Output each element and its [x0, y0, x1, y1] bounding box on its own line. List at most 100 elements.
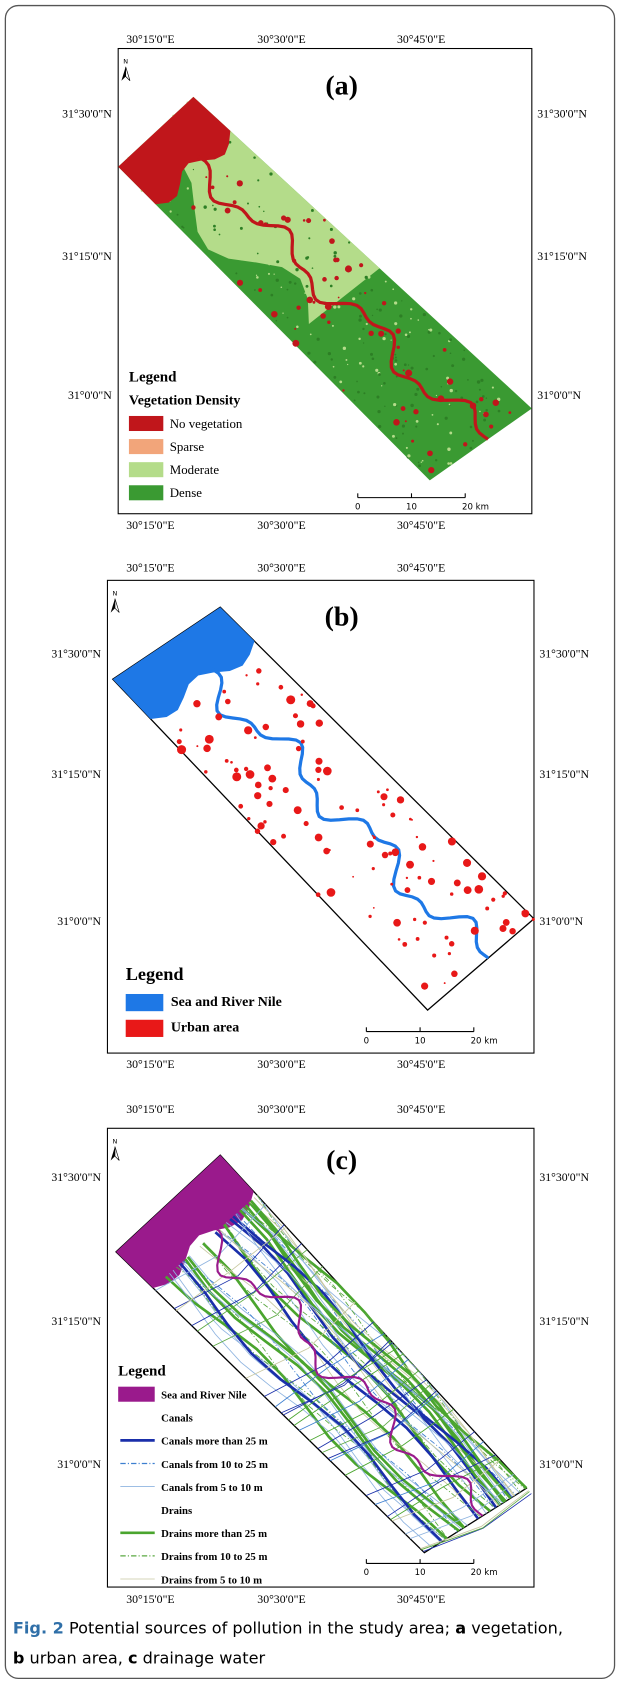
settlement	[421, 983, 428, 990]
settlement	[443, 348, 447, 352]
settlement	[225, 759, 229, 763]
texture	[256, 276, 259, 279]
texture	[177, 214, 179, 216]
settlement	[301, 694, 303, 696]
settlement	[269, 777, 274, 782]
texture	[416, 420, 419, 423]
texture	[450, 352, 452, 354]
settlement	[445, 936, 449, 940]
settlement	[246, 770, 255, 779]
latitude-label: 31°0'0"N	[57, 914, 101, 928]
settlement	[367, 841, 374, 848]
texture	[200, 213, 203, 216]
texture	[486, 397, 488, 399]
caption-figure: Fig. 2	[13, 1618, 64, 1637]
texture	[257, 253, 259, 255]
texture	[261, 165, 263, 167]
latitude-label: 31°30'0"N	[539, 1170, 589, 1184]
settlement	[244, 726, 252, 734]
settlement	[373, 907, 375, 909]
settlement	[334, 276, 338, 280]
texture	[296, 326, 299, 329]
texture	[463, 350, 465, 352]
settlement	[463, 859, 471, 867]
legend-label: Canals from 5 to 10 m	[161, 1482, 263, 1494]
settlement	[406, 861, 414, 869]
texture	[268, 263, 270, 265]
texture	[347, 258, 350, 261]
texture	[467, 379, 469, 381]
texture	[354, 399, 356, 401]
caption-text: drainage water	[138, 1648, 266, 1667]
settlement	[438, 395, 445, 402]
longitude-label: 30°30'0"E	[257, 1592, 305, 1606]
texture	[417, 319, 419, 321]
scale-label: 10	[406, 502, 417, 512]
settlement	[317, 778, 320, 781]
settlement	[234, 768, 239, 773]
settlement	[378, 331, 384, 337]
texture	[447, 462, 450, 465]
texture	[395, 359, 398, 362]
longitude-label: 30°45'0"E	[397, 1592, 445, 1606]
texture	[438, 332, 441, 335]
north-label: N	[113, 1137, 118, 1145]
texture	[415, 426, 417, 428]
texture	[169, 210, 171, 212]
legend-swatch	[126, 994, 164, 1011]
settlement	[397, 796, 404, 803]
settlement	[464, 886, 472, 894]
settlement	[509, 928, 515, 934]
settlement	[432, 954, 436, 958]
settlement	[177, 745, 186, 754]
settlement	[454, 879, 461, 886]
texture	[422, 460, 424, 462]
longitude-label: 30°30'0"E	[257, 518, 305, 532]
texture	[263, 211, 264, 212]
settlement	[301, 740, 305, 744]
texture	[396, 437, 398, 439]
legend-label: No vegetation	[170, 417, 243, 431]
settlement	[303, 219, 306, 222]
settlement	[338, 297, 340, 299]
longitude-label: 30°15'0"E	[126, 1102, 174, 1116]
settlement	[264, 222, 268, 226]
texture	[435, 459, 437, 461]
settlement	[503, 919, 510, 926]
settlement	[307, 700, 314, 707]
settlement	[372, 867, 375, 870]
settlement	[406, 877, 408, 879]
caption-text: vegetation,	[466, 1618, 563, 1637]
settlement	[474, 885, 483, 894]
settlement	[225, 699, 231, 705]
settlement	[264, 764, 271, 771]
settlement	[237, 280, 243, 286]
settlement	[382, 301, 386, 305]
settlement	[382, 803, 385, 806]
caption-line-1: Fig. 2 Potential sources of pollution in…	[13, 1618, 563, 1637]
texture	[313, 361, 316, 364]
settlement	[342, 389, 344, 391]
texture	[187, 187, 189, 189]
texture	[358, 338, 360, 340]
settlement	[232, 772, 241, 781]
texture	[381, 385, 382, 386]
texture	[392, 288, 394, 290]
settlement	[499, 925, 506, 932]
settlement	[470, 402, 477, 409]
texture	[257, 179, 259, 181]
texture	[240, 258, 243, 261]
scale-label: 20 km	[462, 502, 489, 512]
longitude-label: 30°15'0"E	[126, 561, 174, 575]
longitude-label: 30°30'0"E	[257, 1057, 305, 1071]
latitude-label: 31°30'0"N	[62, 106, 112, 120]
settlement	[177, 739, 182, 744]
north-label: N	[123, 58, 128, 66]
texture	[470, 447, 473, 450]
settlement	[398, 938, 401, 941]
texture	[372, 357, 375, 360]
texture	[406, 447, 408, 449]
longitude-label: 30°45'0"E	[397, 32, 445, 46]
texture	[480, 379, 483, 382]
settlement	[191, 205, 195, 209]
